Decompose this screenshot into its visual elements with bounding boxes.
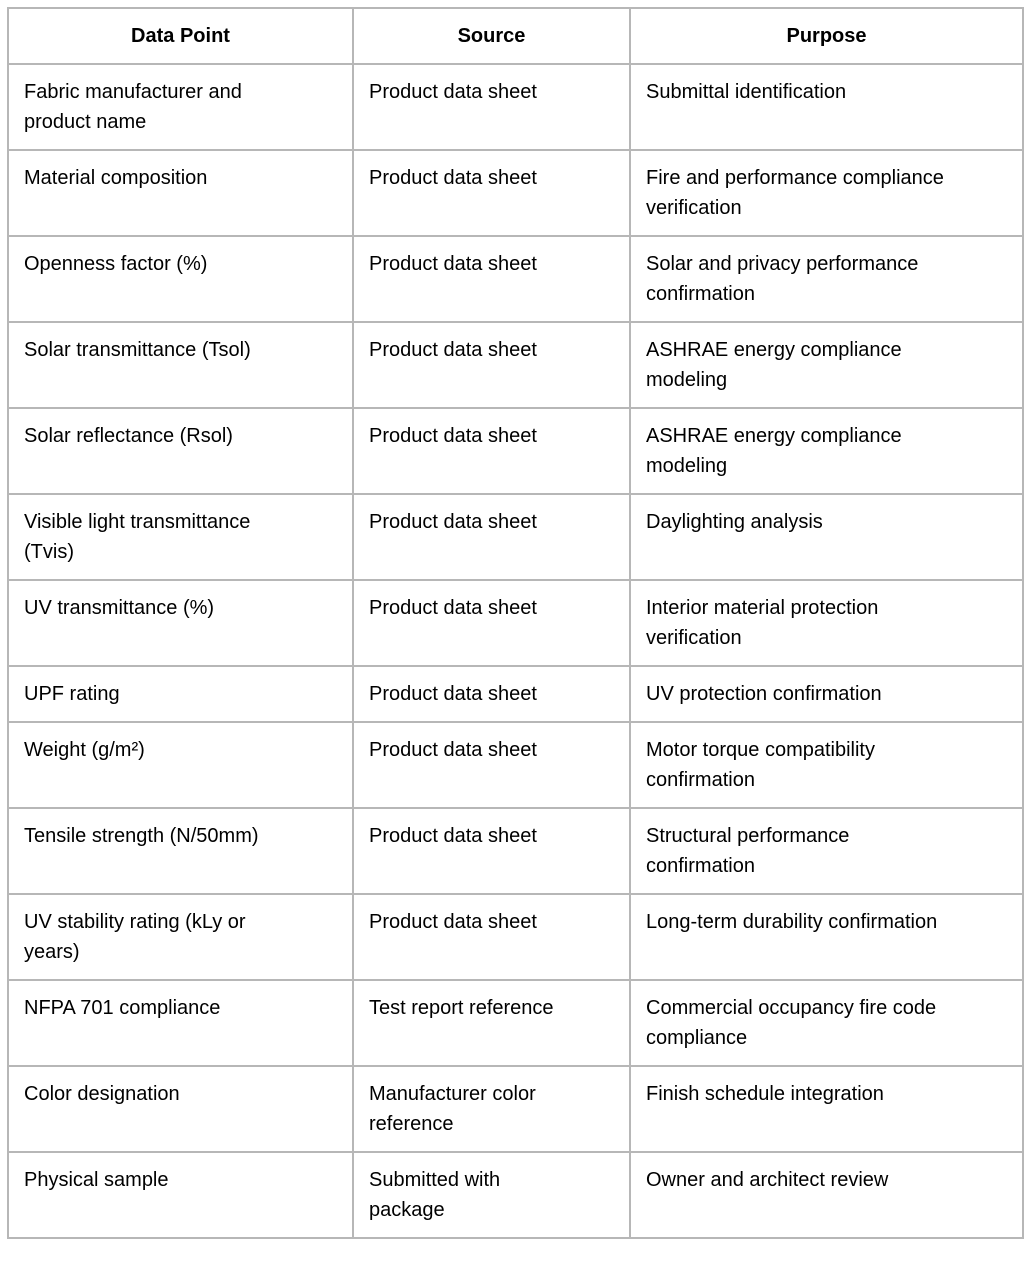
cell-source: Product data sheet (352, 149, 631, 237)
cell-source: Product data sheet (352, 407, 631, 495)
table-row: Openness factor (%) Product data sheet S… (7, 235, 1024, 323)
cell-purpose: Motor torque compatibility confirmation (629, 721, 1024, 809)
cell-purpose: Solar and privacy performance confirmati… (629, 235, 1024, 323)
cell-source: Product data sheet (352, 893, 631, 981)
cell-data-point: Solar reflectance (Rsol) (7, 407, 354, 495)
cell-purpose: Interior material protection verificatio… (629, 579, 1024, 667)
cell-purpose: Fire and performance compliance verifica… (629, 149, 1024, 237)
cell-source: Product data sheet (352, 63, 631, 151)
column-header-purpose: Purpose (629, 7, 1024, 65)
cell-source: Product data sheet (352, 807, 631, 895)
cell-source: Product data sheet (352, 579, 631, 667)
cell-source: Product data sheet (352, 321, 631, 409)
cell-data-point: Color designation (7, 1065, 354, 1153)
cell-data-point: UV stability rating (kLy or years) (7, 893, 354, 981)
column-header-source: Source (352, 7, 631, 65)
table-row: Fabric manufacturer and product name Pro… (7, 63, 1024, 151)
table-row: Weight (g/m²) Product data sheet Motor t… (7, 721, 1024, 809)
cell-data-point: Fabric manufacturer and product name (7, 63, 354, 151)
table-row: UPF rating Product data sheet UV protect… (7, 665, 1024, 723)
table-row: Color designation Manufacturer color ref… (7, 1065, 1024, 1153)
table-row: UV transmittance (%) Product data sheet … (7, 579, 1024, 667)
table-row: Tensile strength (N/50mm) Product data s… (7, 807, 1024, 895)
cell-data-point: NFPA 701 compliance (7, 979, 354, 1067)
table-row: Solar transmittance (Tsol) Product data … (7, 321, 1024, 409)
cell-source: Test report reference (352, 979, 631, 1067)
cell-purpose: Commercial occupancy fire code complianc… (629, 979, 1024, 1067)
table-row: Visible light transmittance (Tvis) Produ… (7, 493, 1024, 581)
cell-purpose: UV protection confirmation (629, 665, 1024, 723)
table-row: Physical sample Submitted with package O… (7, 1151, 1024, 1239)
cell-purpose: Long-term durability confirmation (629, 893, 1024, 981)
cell-source: Product data sheet (352, 493, 631, 581)
table-row: Material composition Product data sheet … (7, 149, 1024, 237)
cell-data-point: Weight (g/m²) (7, 721, 354, 809)
cell-purpose: Submittal identification (629, 63, 1024, 151)
column-header-data-point: Data Point (7, 7, 354, 65)
cell-source: Product data sheet (352, 235, 631, 323)
cell-source: Product data sheet (352, 721, 631, 809)
cell-data-point: Material composition (7, 149, 354, 237)
cell-source: Manufacturer color reference (352, 1065, 631, 1153)
cell-source: Submitted with package (352, 1151, 631, 1239)
submittal-data-table: Data Point Source Purpose Fabric manufac… (7, 7, 1024, 1239)
table-row: NFPA 701 compliance Test report referenc… (7, 979, 1024, 1067)
cell-purpose: ASHRAE energy compliance modeling (629, 321, 1024, 409)
cell-data-point: UPF rating (7, 665, 354, 723)
cell-source: Product data sheet (352, 665, 631, 723)
table-row: UV stability rating (kLy or years) Produ… (7, 893, 1024, 981)
cell-data-point: Visible light transmittance (Tvis) (7, 493, 354, 581)
cell-purpose: Finish schedule integration (629, 1065, 1024, 1153)
cell-data-point: Openness factor (%) (7, 235, 354, 323)
header-row: Data Point Source Purpose (7, 7, 1024, 65)
cell-purpose: Structural performance confirmation (629, 807, 1024, 895)
cell-data-point: UV transmittance (%) (7, 579, 354, 667)
cell-purpose: Daylighting analysis (629, 493, 1024, 581)
cell-purpose: Owner and architect review (629, 1151, 1024, 1239)
cell-data-point: Tensile strength (N/50mm) (7, 807, 354, 895)
table-row: Solar reflectance (Rsol) Product data sh… (7, 407, 1024, 495)
cell-data-point: Solar transmittance (Tsol) (7, 321, 354, 409)
cell-purpose: ASHRAE energy compliance modeling (629, 407, 1024, 495)
cell-data-point: Physical sample (7, 1151, 354, 1239)
